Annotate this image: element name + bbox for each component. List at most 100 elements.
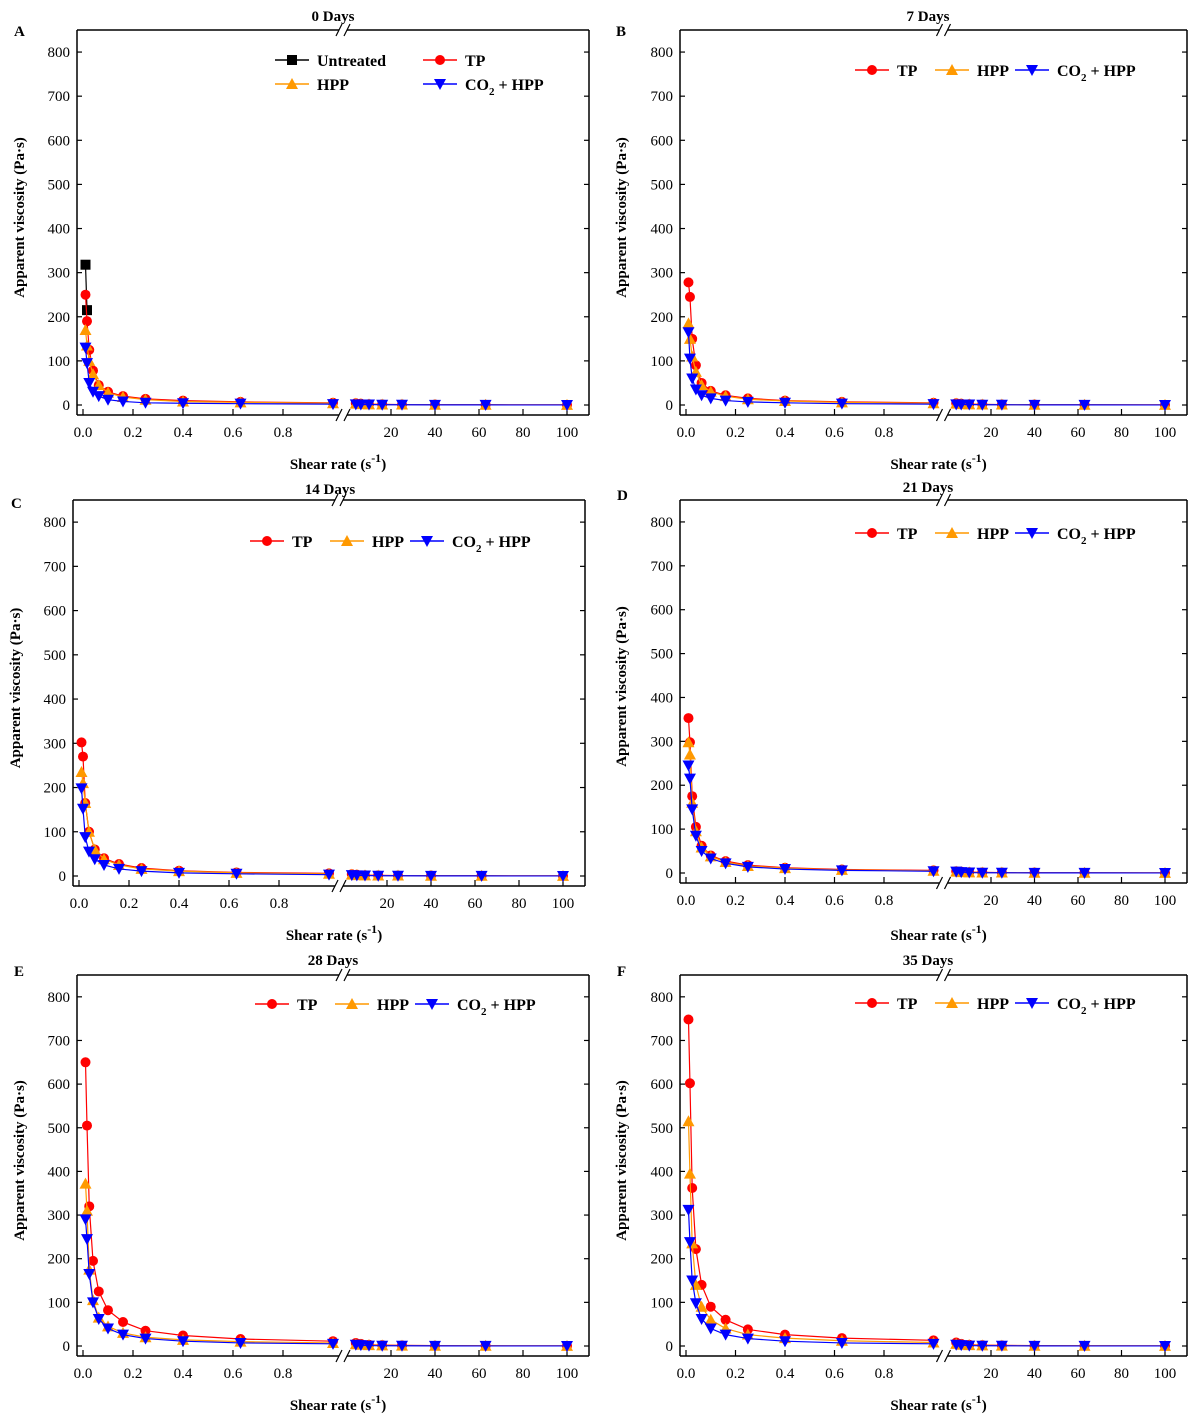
series-line bbox=[687, 765, 934, 872]
series-hpp bbox=[682, 736, 1171, 878]
data-point bbox=[927, 1338, 940, 1350]
data-point bbox=[234, 398, 247, 410]
x-tick-label: 40 bbox=[424, 896, 439, 912]
data-point bbox=[695, 846, 708, 858]
data-point bbox=[704, 853, 717, 865]
data-point bbox=[719, 858, 732, 870]
x-tick-label: 40 bbox=[428, 425, 443, 441]
data-point bbox=[93, 1286, 104, 1297]
legend-marker bbox=[421, 536, 433, 547]
data-point bbox=[741, 396, 754, 408]
x-tick-label: 0.4 bbox=[174, 1366, 193, 1382]
x-tick-label: 0.0 bbox=[74, 1366, 93, 1382]
y-tick-label: 200 bbox=[48, 1252, 71, 1268]
panel-b: 0 100 200 300 400 500 600 700 800 0.0 0.2 0.4 0.6 0.8… bbox=[614, 9, 1188, 473]
legend-marker bbox=[262, 536, 272, 546]
data-point bbox=[79, 1177, 92, 1189]
data-point bbox=[955, 399, 968, 411]
data-point bbox=[976, 867, 989, 879]
legend-label: CO2 + HPP bbox=[1057, 63, 1136, 84]
x-tick-label: 0.8 bbox=[274, 1366, 293, 1382]
x-tick-label: 0.2 bbox=[124, 425, 143, 441]
y-tick-label: 700 bbox=[48, 89, 71, 105]
series-co2-hpp bbox=[682, 760, 1171, 879]
data-point bbox=[140, 1325, 151, 1336]
data-point bbox=[92, 1313, 105, 1325]
data-point bbox=[682, 1115, 695, 1127]
x-tick-label: 0.2 bbox=[124, 1366, 143, 1382]
x-tick-label: 0.4 bbox=[170, 896, 189, 912]
data-point bbox=[82, 305, 92, 316]
x-tick-label: 60 bbox=[472, 1366, 487, 1382]
data-point bbox=[234, 1337, 247, 1349]
x-tick-label: 0.0 bbox=[70, 896, 89, 912]
x-axis-label: Shear rate (s-1) bbox=[890, 922, 986, 944]
panel-d: 0 100 200 300 400 500 600 700 800 0.0 0.2 0.4 0.6 0.8… bbox=[614, 480, 1188, 944]
legend-item-hpp: HPP bbox=[935, 526, 1009, 543]
y-tick-label: 500 bbox=[44, 648, 67, 664]
data-point bbox=[704, 393, 717, 405]
x-tick-label: 60 bbox=[1071, 425, 1086, 441]
legend-label: HPP bbox=[977, 996, 1009, 1013]
data-point bbox=[963, 1340, 976, 1352]
x-tick-label: 40 bbox=[428, 1366, 443, 1382]
y-tick-label: 0 bbox=[59, 869, 67, 885]
data-point bbox=[118, 1316, 128, 1327]
x-tick-label: 80 bbox=[1114, 425, 1129, 441]
legend-item-tp: TP bbox=[255, 997, 318, 1014]
legend-item-hpp: HPP bbox=[935, 63, 1009, 80]
series-hpp bbox=[75, 766, 569, 881]
y-tick-label: 200 bbox=[651, 778, 674, 794]
x-tick-label: 20 bbox=[384, 1366, 399, 1382]
data-point bbox=[429, 1340, 441, 1352]
series-tp bbox=[683, 713, 1170, 878]
data-point bbox=[88, 1255, 98, 1266]
y-tick-label: 700 bbox=[651, 1033, 674, 1049]
data-point bbox=[92, 391, 105, 403]
data-point bbox=[1028, 1340, 1041, 1352]
data-point bbox=[963, 867, 976, 879]
x-tick-label: 100 bbox=[1154, 893, 1177, 909]
data-point bbox=[87, 368, 99, 380]
data-point bbox=[82, 1120, 92, 1131]
legend-marker bbox=[867, 65, 877, 75]
x-tick-label: 0.6 bbox=[825, 1366, 844, 1382]
axes-frame bbox=[76, 29, 590, 416]
data-point bbox=[683, 748, 696, 760]
data-point bbox=[139, 1333, 152, 1345]
data-point bbox=[173, 867, 185, 879]
data-point bbox=[83, 846, 95, 858]
x-tick-label: 80 bbox=[516, 425, 531, 441]
axis-break-mark bbox=[935, 968, 952, 1363]
data-point bbox=[1159, 399, 1171, 411]
x-tick-label: 0.2 bbox=[726, 425, 745, 441]
legend-item-co2-hpp: CO2 + HPP bbox=[1015, 996, 1136, 1017]
y-tick-label: 500 bbox=[48, 1121, 71, 1137]
x-tick-label: 80 bbox=[1114, 1366, 1129, 1382]
x-tick-label: 0.0 bbox=[677, 893, 696, 909]
x-tick-label: 0.0 bbox=[677, 425, 696, 441]
y-tick-label: 500 bbox=[651, 177, 674, 193]
data-point bbox=[686, 1275, 699, 1287]
y-tick-label: 600 bbox=[48, 133, 71, 149]
y-tick-label: 800 bbox=[44, 515, 67, 531]
y-tick-label: 400 bbox=[651, 1164, 674, 1180]
x-tick-label: 100 bbox=[1154, 425, 1177, 441]
y-tick-label: 300 bbox=[651, 734, 674, 750]
data-point bbox=[1028, 399, 1041, 411]
y-tick-label: 700 bbox=[48, 1033, 71, 1049]
x-tick-label: 20 bbox=[984, 425, 999, 441]
y-tick-label: 600 bbox=[651, 603, 674, 619]
data-point bbox=[117, 1329, 129, 1341]
series-untreated bbox=[80, 259, 92, 316]
series-co2-hpp bbox=[75, 783, 569, 882]
data-point bbox=[177, 1336, 189, 1348]
data-point bbox=[689, 384, 702, 396]
data-point bbox=[976, 399, 989, 411]
y-tick-label: 400 bbox=[651, 222, 674, 238]
y-tick-label: 800 bbox=[48, 45, 71, 61]
x-tick-label: 40 bbox=[1027, 425, 1042, 441]
data-point bbox=[102, 394, 114, 406]
x-tick-label: 100 bbox=[556, 425, 579, 441]
legend-label: CO2 + HPP bbox=[457, 997, 536, 1018]
